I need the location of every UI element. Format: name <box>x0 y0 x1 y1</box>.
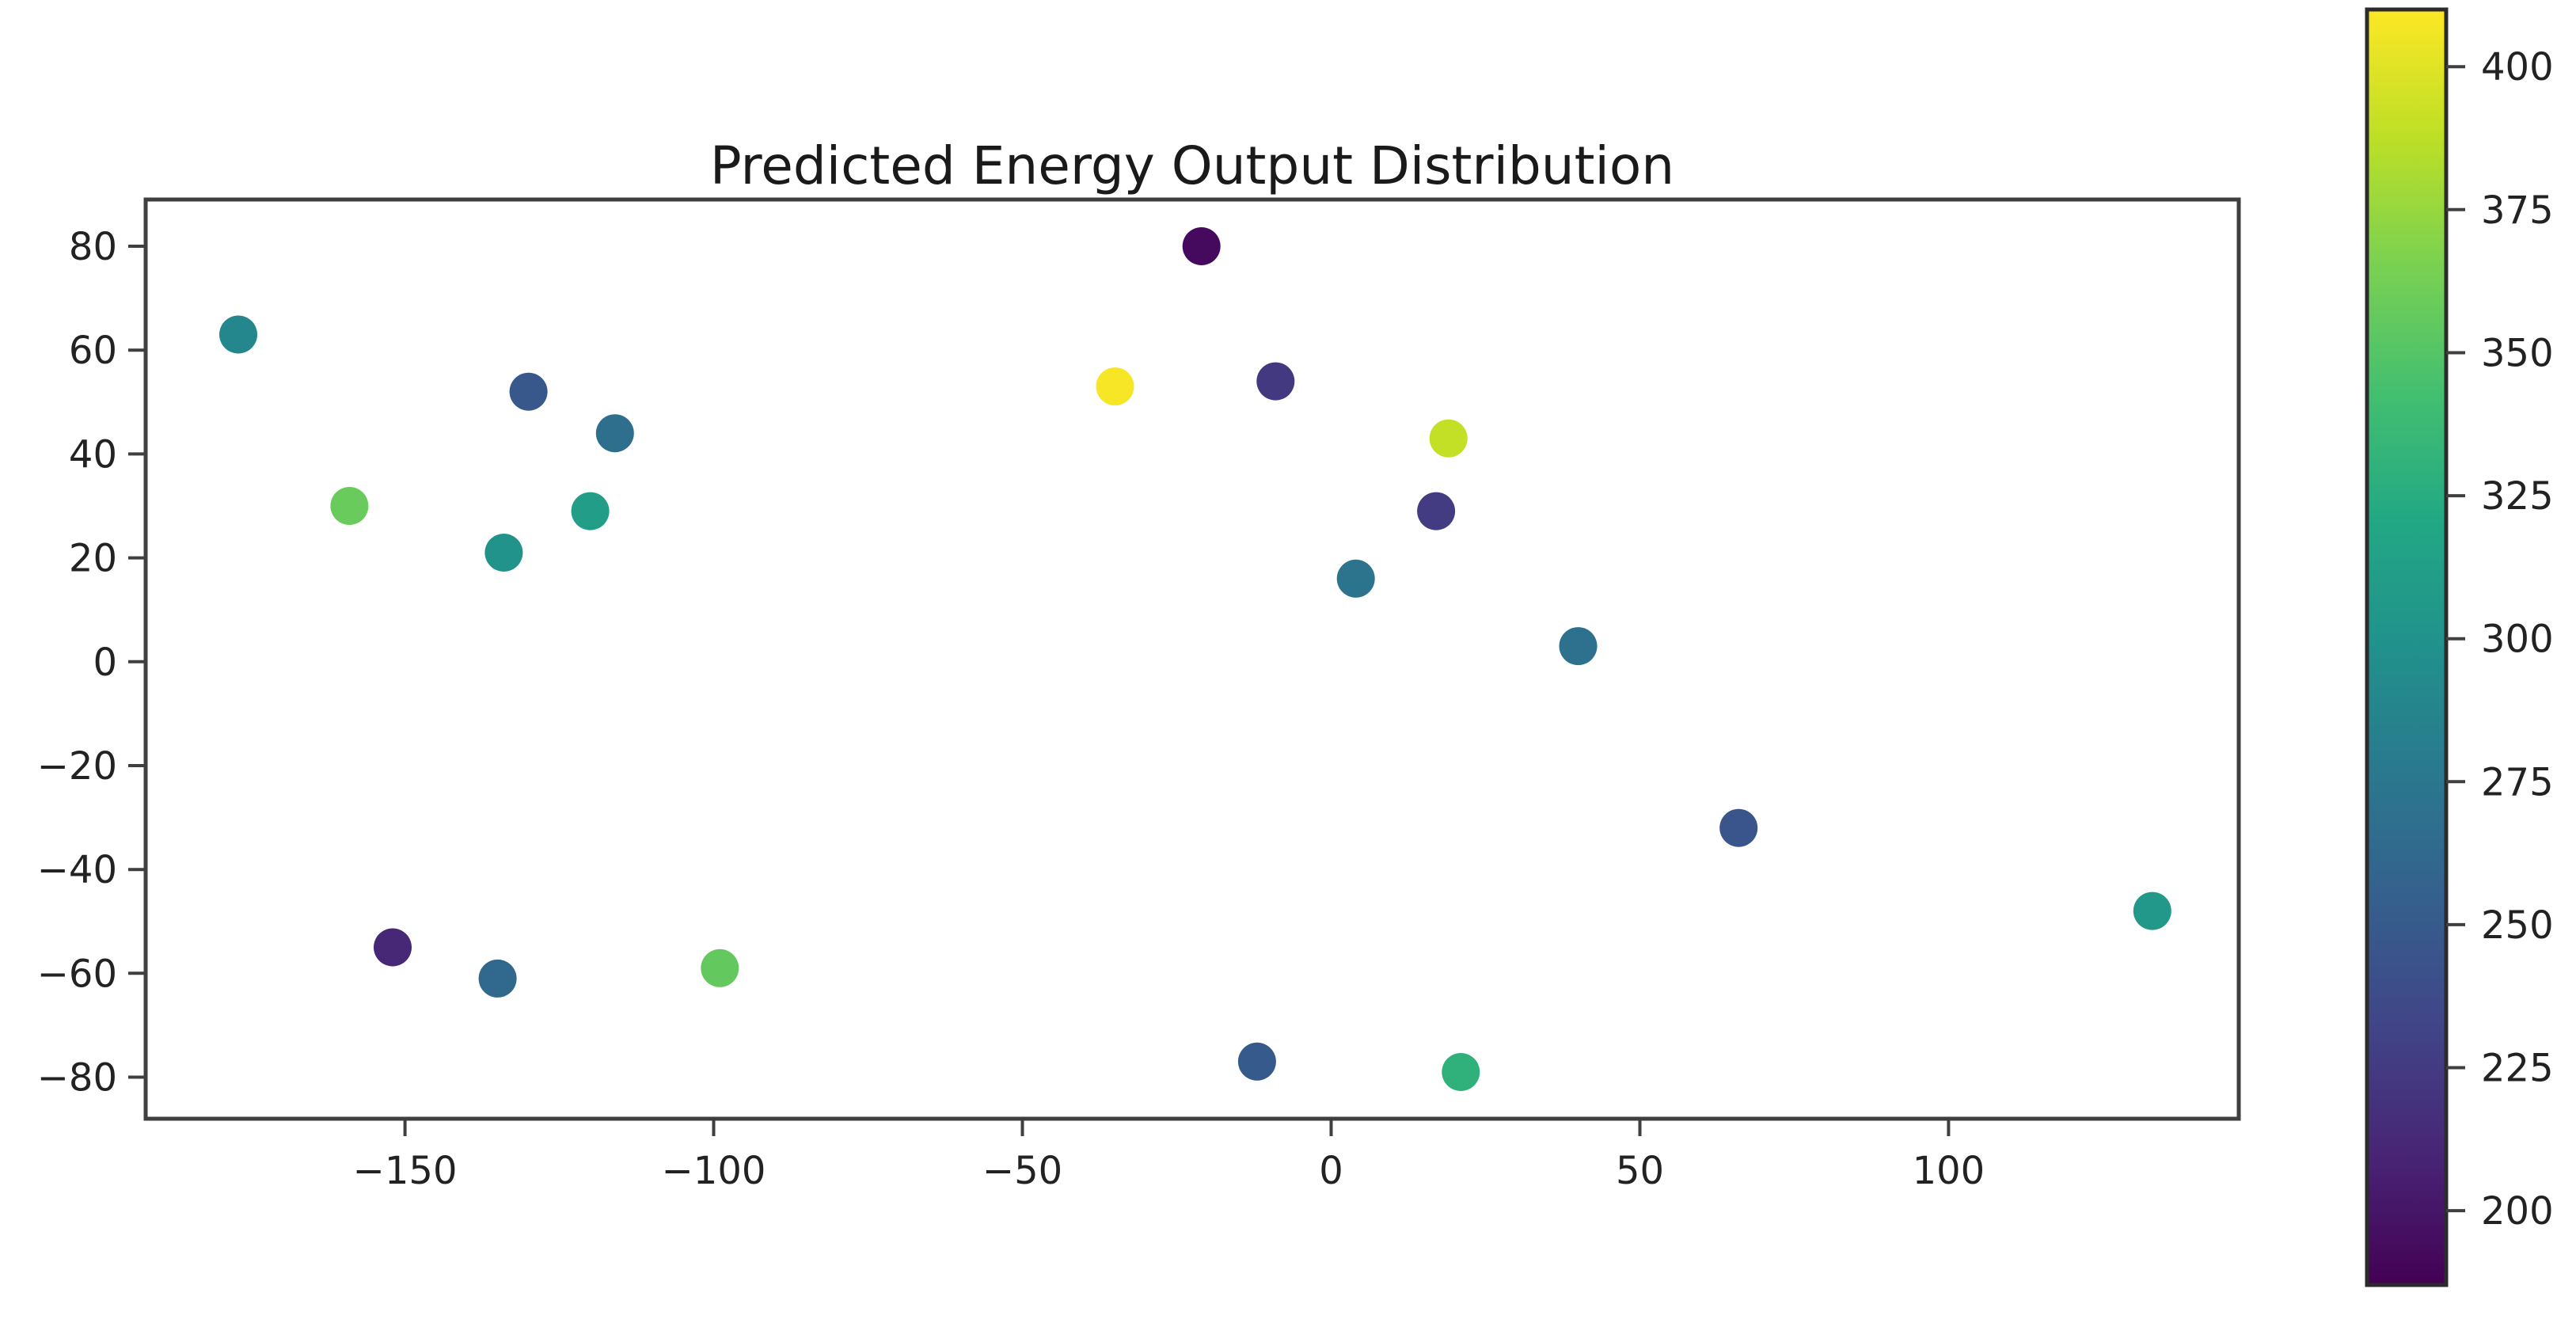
y-tick-label: −20 <box>37 744 117 789</box>
scatter-point <box>374 928 412 967</box>
colorbar-tick-label: 325 <box>2481 474 2554 519</box>
y-tick-label: −60 <box>37 952 117 996</box>
scatter-point <box>1182 227 1221 265</box>
colorbar-tick-label: 400 <box>2481 45 2554 89</box>
x-tick-label: −150 <box>353 1149 458 1193</box>
plot-area-border <box>143 197 2241 1121</box>
y-tick-label: 40 <box>69 432 117 477</box>
x-tick-label: 100 <box>1913 1149 1985 1193</box>
x-tick-label: 0 <box>1319 1149 1343 1193</box>
y-tick-label: −80 <box>37 1056 117 1101</box>
scatter-point <box>701 949 739 987</box>
colorbar-tick-label: 375 <box>2481 188 2554 233</box>
scatter-point <box>595 414 634 453</box>
y-tick-label: 0 <box>93 641 117 685</box>
scatter-point <box>1719 808 1758 847</box>
colorbar-body <box>2367 10 2446 1285</box>
x-tick-label: −100 <box>662 1149 766 1193</box>
scatter-point <box>2133 892 2171 930</box>
scatter-point <box>509 372 548 411</box>
colorbar-tick-label: 250 <box>2481 903 2554 948</box>
colorbar-tick-label: 200 <box>2481 1189 2554 1234</box>
scatter-points <box>219 227 2171 1091</box>
scatter-point <box>1096 367 1134 406</box>
colorbar-outline <box>2365 7 2449 1287</box>
scatter-point <box>330 487 369 525</box>
colorbar: 200 225 250 275 300 325 350 375 400 <box>2365 7 2554 1287</box>
scatter-point <box>1429 419 1468 458</box>
colorbar-tick-label: 300 <box>2481 618 2554 662</box>
colorbar-tick-label: 225 <box>2481 1047 2554 1091</box>
y-axis: 80 60 40 20 0 −20 −40 −60 −80 <box>37 225 146 1101</box>
scatter-point <box>1442 1053 1480 1091</box>
y-tick-label: 20 <box>69 537 117 581</box>
colorbar-tick-label: 350 <box>2481 332 2554 376</box>
scatter-point <box>571 492 610 530</box>
chart-title: Predicted Energy Output Distribution <box>710 135 1674 196</box>
x-tick-label: 50 <box>1616 1149 1664 1193</box>
scatter-point <box>1237 1042 1276 1081</box>
colorbar-tick-label: 275 <box>2481 760 2554 804</box>
scatter-point <box>1559 627 1598 666</box>
scatter-point <box>1336 559 1375 598</box>
scatter-point <box>1417 492 1456 530</box>
y-tick-label: −40 <box>37 848 117 892</box>
x-tick-label: −50 <box>982 1149 1062 1193</box>
y-tick-label: 80 <box>69 225 117 269</box>
scatter-point <box>219 315 257 354</box>
scatter-point <box>484 534 523 572</box>
x-axis: −150 −100 −50 0 50 100 <box>353 1119 1985 1193</box>
y-tick-label: 60 <box>69 329 117 373</box>
scatter-point <box>478 959 517 998</box>
scatter-point <box>1256 362 1295 401</box>
